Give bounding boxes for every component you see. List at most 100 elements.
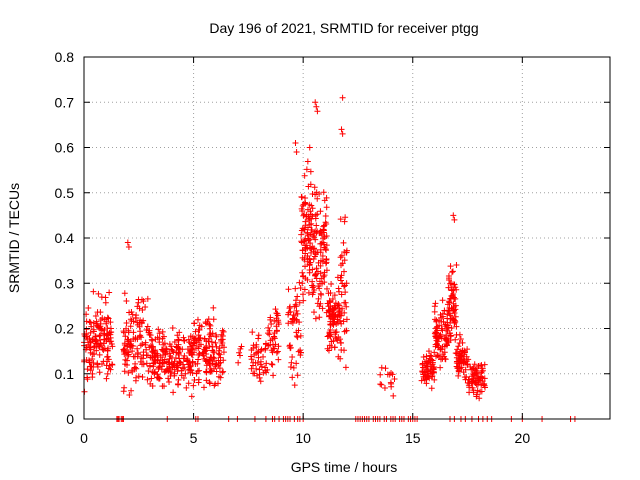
data-point <box>189 369 196 376</box>
data-point <box>431 303 438 310</box>
data-point <box>447 295 454 302</box>
data-point <box>310 246 317 253</box>
data-point <box>290 364 297 371</box>
data-point <box>302 275 309 282</box>
data-point <box>220 349 227 356</box>
data-point <box>104 347 111 354</box>
data-point <box>422 375 429 382</box>
data-point <box>156 375 163 382</box>
data-point <box>341 282 348 289</box>
data-point <box>441 353 448 360</box>
data-point <box>299 280 306 287</box>
data-point <box>469 371 476 378</box>
data-point <box>330 306 337 313</box>
data-point <box>455 343 462 350</box>
data-point <box>327 313 334 320</box>
data-point <box>466 389 473 396</box>
data-point <box>105 336 112 343</box>
x-tick-label: 5 <box>190 430 198 446</box>
data-point <box>292 285 299 292</box>
data-point <box>428 385 435 392</box>
data-point <box>331 329 338 336</box>
data-point <box>302 245 309 252</box>
data-point <box>129 311 136 318</box>
data-point <box>143 360 150 367</box>
data-point <box>338 252 345 259</box>
data-point <box>439 351 446 358</box>
data-point <box>446 310 453 317</box>
data-point <box>128 308 135 315</box>
data-point <box>296 299 303 306</box>
data-point <box>135 351 142 358</box>
data-point <box>185 380 192 387</box>
data-point <box>299 225 306 232</box>
y-tick-label: 0.7 <box>55 94 75 110</box>
data-point <box>90 319 97 326</box>
data-point <box>128 367 135 374</box>
data-point <box>334 316 341 323</box>
data-point <box>130 353 137 360</box>
data-point <box>191 377 198 384</box>
data-point <box>275 343 282 350</box>
data-point <box>377 381 384 388</box>
data-point <box>212 339 219 346</box>
data-point <box>154 356 161 363</box>
data-point <box>307 168 314 175</box>
data-point <box>96 351 103 358</box>
data-point <box>102 294 109 301</box>
data-point <box>319 252 326 259</box>
data-point <box>304 245 311 252</box>
data-point <box>322 212 329 219</box>
data-point <box>465 356 472 363</box>
data-point <box>294 293 301 300</box>
data-point <box>197 334 204 341</box>
data-point <box>251 370 258 377</box>
data-point <box>175 337 182 344</box>
data-point <box>293 360 300 367</box>
data-point <box>306 201 313 208</box>
data-point <box>203 377 210 384</box>
data-point <box>298 193 305 200</box>
data-point <box>97 316 104 323</box>
data-point <box>317 208 324 215</box>
data-point <box>338 339 345 346</box>
data-point <box>206 331 213 338</box>
data-point <box>215 350 222 357</box>
data-point <box>427 352 434 359</box>
data-point <box>309 205 316 212</box>
data-point <box>107 366 114 373</box>
data-point <box>207 365 214 372</box>
data-point <box>88 323 95 330</box>
data-point <box>139 306 146 313</box>
data-point <box>445 324 452 331</box>
data-point <box>306 267 313 274</box>
data-point <box>144 323 151 330</box>
y-tick-label: 0.5 <box>55 185 75 201</box>
data-point <box>306 236 313 243</box>
data-point <box>125 369 132 376</box>
data-point <box>196 350 203 357</box>
data-point <box>441 343 448 350</box>
data-point <box>343 249 350 256</box>
data-point <box>211 355 218 362</box>
data-point <box>341 268 348 275</box>
data-point <box>84 376 91 383</box>
data-point <box>272 306 279 313</box>
data-point <box>263 360 270 367</box>
data-point <box>174 368 181 375</box>
data-point <box>290 312 297 319</box>
data-point <box>304 229 311 236</box>
data-point <box>439 297 446 304</box>
data-point <box>101 327 108 334</box>
data-point <box>130 336 137 343</box>
data-point <box>184 357 191 364</box>
data-point <box>269 341 276 348</box>
y-tick-label: 0.1 <box>55 366 75 382</box>
data-point <box>316 314 323 321</box>
data-point <box>211 382 218 389</box>
x-tick-label: 20 <box>515 430 531 446</box>
data-point <box>157 354 164 361</box>
data-point <box>446 330 453 337</box>
data-point <box>203 369 210 376</box>
data-point <box>84 366 91 373</box>
